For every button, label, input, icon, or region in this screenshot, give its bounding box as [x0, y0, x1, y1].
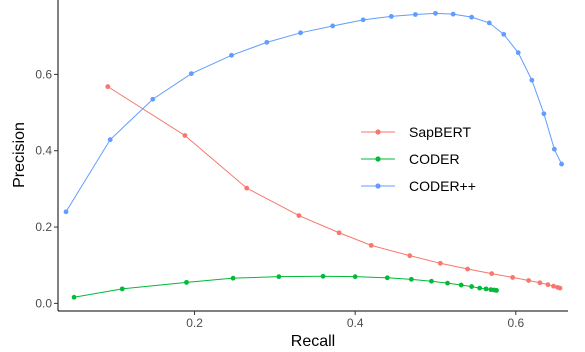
data-point-coderplusplus — [298, 30, 303, 36]
legend: SapBERT CODER CODER++ — [361, 124, 476, 194]
legend-item-coderplusplus: CODER++ — [361, 178, 476, 194]
data-point-coderplusplus — [264, 39, 270, 45]
x-tick-label: 0.6 — [507, 316, 524, 330]
data-point-sapbert — [437, 260, 443, 266]
data-point-coderplusplus — [188, 71, 194, 77]
data-point-coder — [458, 282, 464, 288]
data-point-coderplusplus — [229, 52, 234, 58]
data-point-coder — [494, 287, 499, 293]
data-point-sapbert — [489, 271, 495, 277]
data-point-sapbert — [510, 275, 515, 280]
data-point-coderplusplus — [486, 20, 492, 26]
plot-panel — [58, 0, 568, 311]
y-tick-label: 0.4 — [35, 144, 52, 158]
x-axis-title: Recall — [291, 333, 335, 350]
x-tick-label: 0.4 — [347, 316, 364, 330]
data-point-coderplusplus — [63, 209, 69, 215]
y-tick-label: 0.2 — [35, 220, 52, 234]
data-point-sapbert — [545, 282, 551, 288]
legend-item-coder: CODER — [361, 151, 460, 167]
data-point-sapbert — [465, 266, 471, 272]
legend-label: CODER — [409, 151, 460, 167]
data-point-coderplusplus — [551, 146, 557, 152]
data-point-sapbert — [182, 133, 188, 138]
data-point-coder — [352, 274, 358, 280]
y-tick-label: 0.6 — [35, 67, 52, 81]
data-point-sapbert — [336, 230, 342, 236]
data-point-coderplusplus — [388, 14, 394, 19]
legend-label: SapBERT — [409, 124, 471, 140]
data-point-coderplusplus — [450, 11, 456, 17]
series-coderplusplus — [63, 10, 564, 215]
data-point-coder — [429, 278, 434, 284]
series-coder — [71, 273, 499, 300]
data-point-coder — [408, 276, 414, 282]
legend-key-point — [375, 129, 381, 135]
data-point-coderplusplus — [107, 137, 113, 143]
data-point-coderplusplus — [469, 14, 475, 20]
data-point-coderplusplus — [433, 10, 438, 16]
data-point-coder — [230, 275, 236, 281]
data-point-sapbert — [557, 285, 563, 291]
data-point-coderplusplus — [529, 77, 535, 83]
data-point-sapbert — [407, 253, 413, 259]
data-point-sapbert — [105, 84, 111, 90]
data-point-sapbert — [537, 280, 543, 286]
legend-item-sapbert: SapBERT — [361, 124, 471, 140]
y-axis-title: Precision — [11, 122, 28, 188]
data-point-sapbert — [526, 278, 532, 283]
data-point-coder — [184, 279, 189, 285]
data-point-sapbert — [551, 283, 556, 289]
data-point-coderplusplus — [360, 17, 366, 23]
legend-key-point — [375, 183, 381, 189]
data-point-coderplusplus — [413, 12, 418, 17]
data-point-coder — [320, 273, 326, 279]
data-point-coderplusplus — [330, 23, 336, 29]
series-sapbert — [105, 84, 563, 291]
data-point-sapbert — [244, 185, 250, 191]
data-point-coder — [477, 285, 483, 291]
data-point-coderplusplus — [559, 161, 564, 167]
axis-ticks: 0.2 0.4 0.6 0.0 0.2 0.4 0.6 — [35, 67, 524, 330]
series-layer — [63, 10, 564, 300]
data-point-coder — [384, 275, 390, 281]
data-point-coderplusplus — [501, 31, 507, 37]
legend-label: CODER++ — [409, 178, 476, 194]
data-point-coder — [276, 274, 282, 280]
data-point-coderplusplus — [150, 96, 156, 102]
data-point-coder — [483, 286, 489, 292]
data-point-coder — [445, 280, 450, 286]
data-point-coderplusplus — [515, 50, 521, 56]
legend-key-point — [375, 156, 381, 162]
data-point-coder — [119, 286, 125, 292]
y-tick-label: 0.0 — [35, 296, 52, 310]
data-point-coder — [469, 284, 475, 289]
data-point-sapbert — [368, 242, 374, 248]
data-point-coderplusplus — [541, 111, 547, 117]
data-point-coder — [71, 294, 77, 300]
x-tick-label: 0.2 — [186, 316, 203, 330]
data-point-sapbert — [296, 213, 302, 219]
